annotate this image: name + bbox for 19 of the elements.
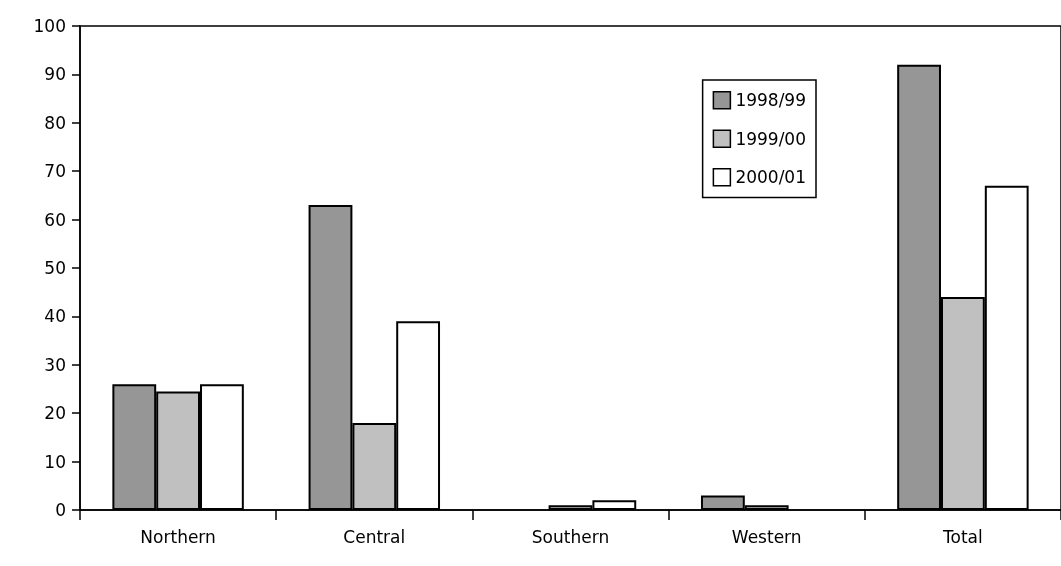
y-tick-label: 60 [44,209,66,230]
legend-label: 1998/99 [735,90,806,111]
x-tick-label: Total [942,526,983,547]
legend-label: 1999/00 [735,128,806,149]
x-tick-label: Central [343,526,406,547]
x-tick-label: Southern [531,526,610,547]
y-tick-label: 10 [44,451,66,472]
y-tick-label: 90 [44,64,66,85]
y-tick-label: 30 [44,354,66,375]
y-tick-label: 40 [44,306,66,327]
y-tick-label: 80 [44,112,66,133]
x-tick-label: Western [731,526,802,547]
y-tick-label: 100 [33,16,66,36]
legend-label: 2000/01 [735,167,806,188]
y-tick-label: 20 [44,403,66,424]
y-tick-label: 50 [44,258,66,278]
y-tick-label: 70 [44,161,66,182]
x-tick-label: Northern [140,526,216,547]
y-tick-label: 0 [55,500,66,520]
